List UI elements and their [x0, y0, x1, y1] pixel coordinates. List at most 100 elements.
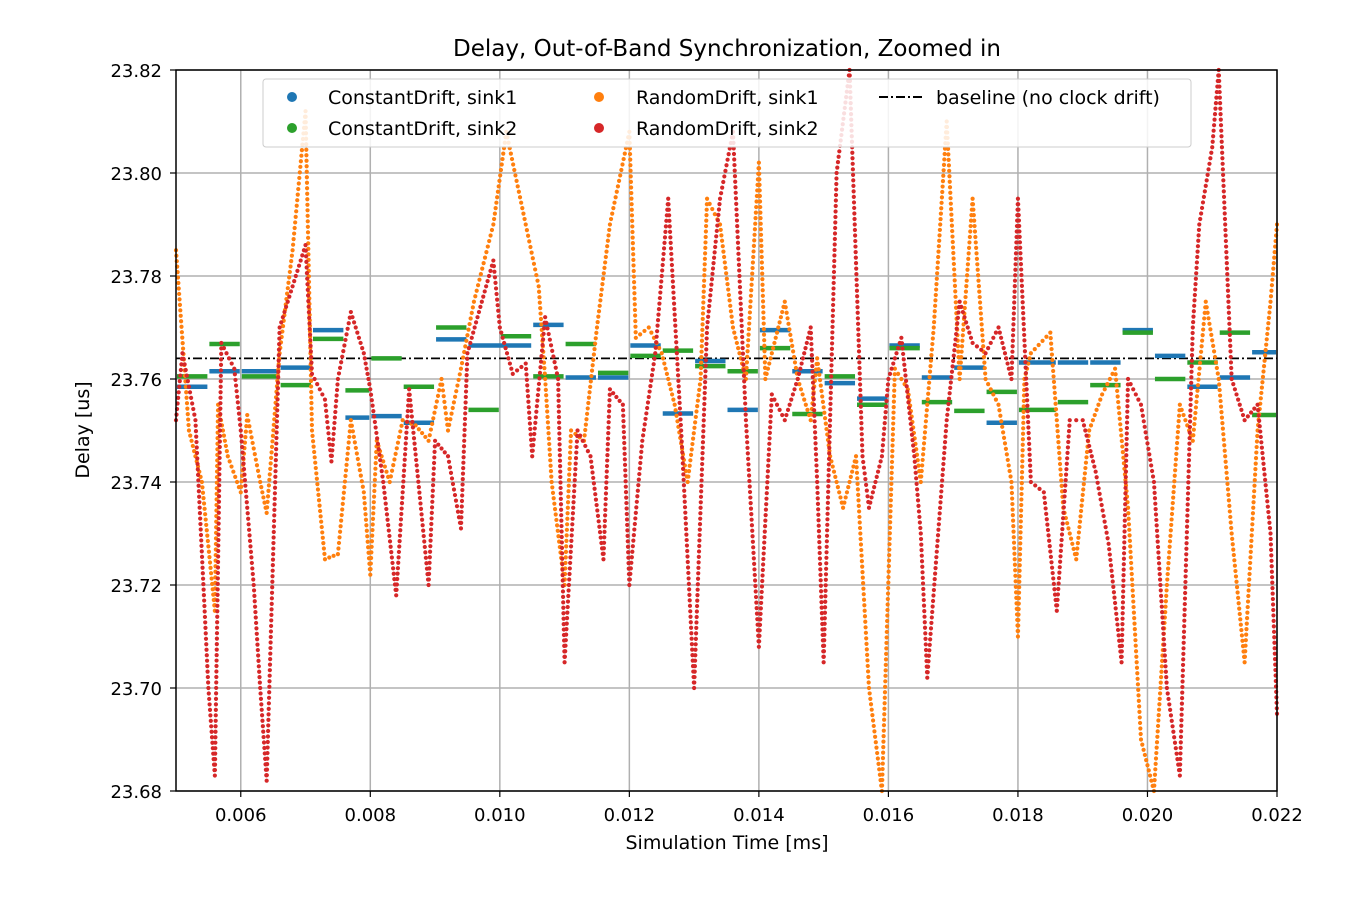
data-point [527, 415, 532, 421]
data-point [378, 463, 384, 468]
data-point [886, 569, 891, 574]
data-point [941, 162, 947, 167]
data-point [739, 329, 745, 334]
x-tick-label: 0.014 [733, 805, 785, 826]
data-point [327, 442, 332, 447]
data-point [1005, 457, 1010, 463]
data-point [520, 206, 525, 211]
data-point [370, 522, 375, 527]
data-point [1115, 394, 1120, 399]
data-point [1134, 654, 1139, 659]
data-point [1248, 544, 1254, 549]
data-point [769, 403, 774, 408]
data-point [1172, 473, 1177, 478]
data-point [1115, 622, 1120, 627]
data-point [852, 211, 857, 216]
data-point [656, 312, 661, 317]
data-point [1183, 574, 1188, 579]
data-point [430, 488, 435, 493]
data-point [593, 336, 598, 341]
data-point [809, 341, 814, 347]
data-point [695, 576, 701, 581]
data-point [1211, 123, 1217, 128]
data-point [437, 388, 442, 393]
data-point [195, 456, 200, 461]
data-point [1017, 574, 1022, 579]
data-point [864, 647, 869, 652]
data-point [528, 244, 533, 250]
data-point [196, 478, 201, 483]
data-point [956, 310, 961, 315]
data-point [565, 522, 570, 527]
data-point [1240, 412, 1246, 418]
data-point [349, 423, 354, 428]
data-point [1061, 510, 1066, 515]
data-point [706, 309, 711, 314]
data-point [179, 362, 184, 367]
data-point [1084, 449, 1090, 455]
data-point [870, 490, 875, 495]
data-point [881, 432, 886, 437]
data-point [698, 516, 703, 521]
data-point [701, 423, 706, 428]
data-point [796, 371, 802, 376]
data-point [423, 550, 428, 555]
data-point [234, 479, 240, 485]
data-point [1059, 537, 1064, 543]
data-point [1003, 446, 1009, 451]
data-point [597, 530, 603, 535]
data-point [342, 479, 348, 484]
data-point [1224, 255, 1229, 260]
data-point [1084, 433, 1089, 438]
data-point [887, 525, 893, 530]
data-point [1025, 414, 1031, 419]
data-point [1053, 401, 1058, 406]
x-tick-label: 0.012 [604, 805, 656, 826]
data-point [611, 206, 616, 211]
data-point [1211, 128, 1216, 133]
data-point [702, 262, 707, 267]
data-point [793, 365, 798, 371]
data-point [1154, 740, 1160, 745]
data-point [312, 455, 317, 460]
data-point [688, 458, 693, 463]
data-point [371, 500, 376, 505]
data-point [519, 200, 524, 205]
data-point [431, 477, 436, 482]
data-point [933, 292, 938, 298]
data-point [948, 190, 953, 195]
data-point [1021, 415, 1026, 420]
data-point [1124, 420, 1130, 425]
data-point [1074, 418, 1079, 423]
data-point [742, 384, 747, 390]
data-point [388, 474, 394, 479]
data-point [552, 360, 557, 365]
data-point [454, 504, 460, 509]
data-point [947, 179, 952, 184]
data-point [1027, 447, 1032, 452]
data-point [447, 422, 452, 427]
data-point [688, 625, 694, 630]
data-point [289, 258, 294, 264]
data-point [916, 503, 921, 509]
data-point [463, 400, 468, 405]
data-point [1078, 514, 1083, 519]
data-point [752, 232, 757, 237]
data-point [732, 162, 737, 168]
data-point [1162, 647, 1167, 653]
data-point [701, 294, 706, 300]
data-point [748, 506, 754, 511]
data-point [566, 489, 571, 494]
data-point [1119, 649, 1124, 654]
data-point [798, 366, 803, 371]
data-point [916, 463, 921, 468]
data-point [1172, 479, 1177, 484]
data-point [1197, 366, 1202, 371]
data-point [272, 502, 277, 507]
data-point [979, 316, 984, 322]
data-point [215, 598, 220, 603]
data-point [824, 566, 829, 571]
data-point [971, 207, 976, 212]
data-point [492, 216, 497, 222]
data-point [1080, 418, 1085, 423]
